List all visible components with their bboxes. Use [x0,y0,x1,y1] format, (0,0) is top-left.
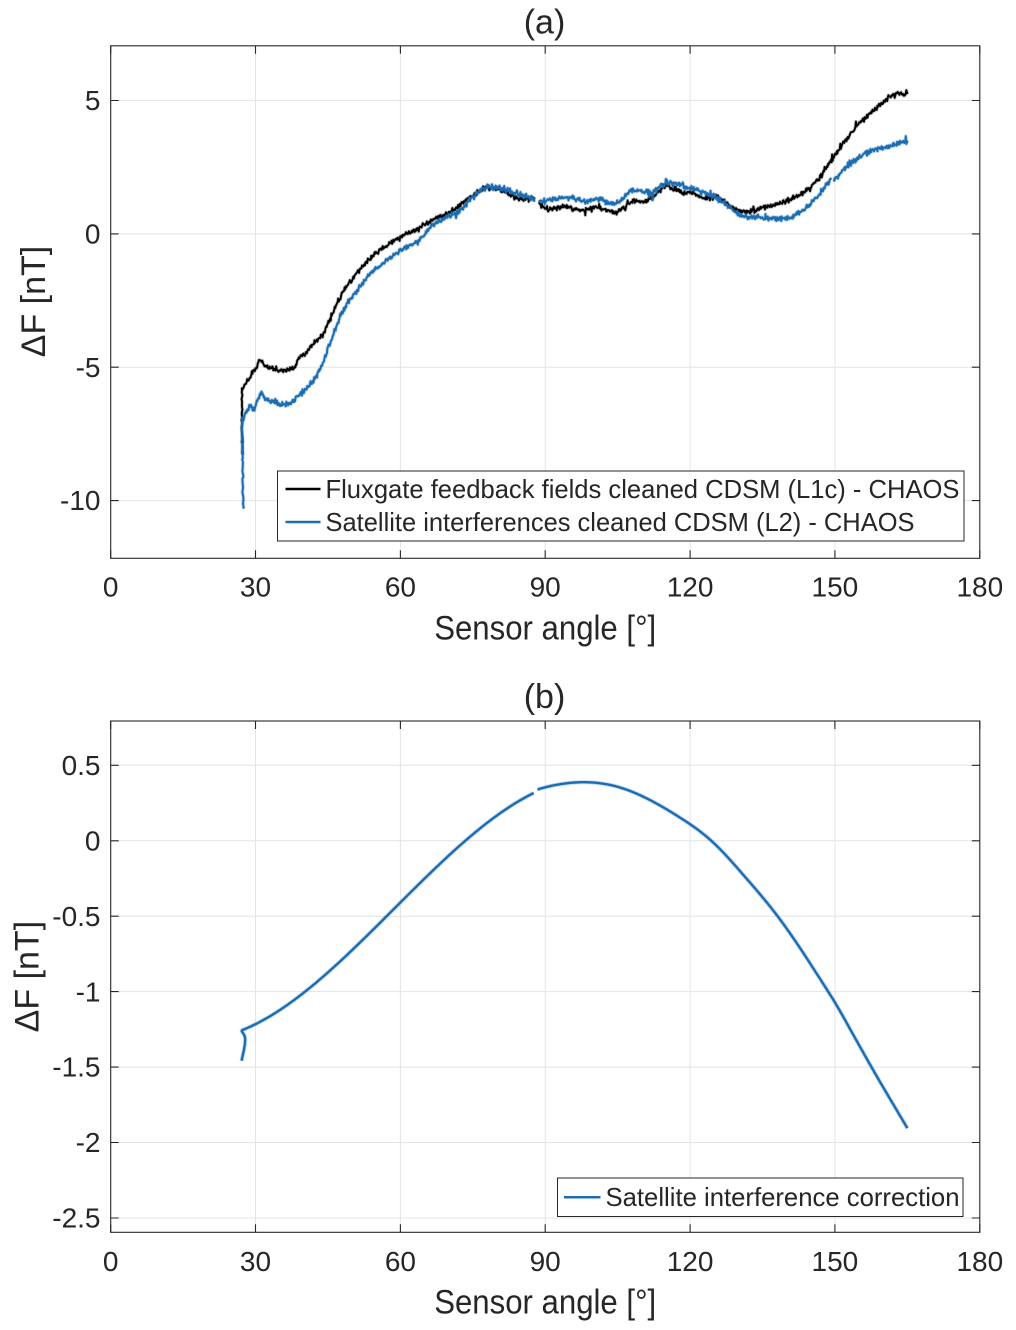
svg-text:-10: -10 [60,485,100,516]
svg-text:Sensor angle [°]: Sensor angle [°] [434,609,656,647]
svg-text:0.5: 0.5 [62,750,101,781]
svg-text:150: 150 [812,1246,859,1277]
svg-text:60: 60 [385,1246,416,1277]
svg-text:30: 30 [240,572,271,603]
svg-text:-1: -1 [76,976,101,1007]
svg-text:60: 60 [385,572,416,603]
svg-text:120: 120 [667,572,714,603]
svg-text:Satellite interference correct: Satellite interference correction [606,1182,960,1212]
svg-text:Fluxgate feedback fields clean: Fluxgate feedback fields cleaned CDSM (L… [326,474,960,504]
svg-text:Satellite interferences cleane: Satellite interferences cleaned CDSM (L2… [326,507,915,537]
svg-text:90: 90 [530,572,561,603]
svg-text:30: 30 [240,1246,271,1277]
svg-text:-2: -2 [76,1127,101,1158]
svg-text:-2.5: -2.5 [52,1203,100,1234]
svg-text:-0.5: -0.5 [52,901,100,932]
svg-text:0: 0 [103,572,119,603]
svg-text:ΔF [nT]: ΔF [nT] [15,246,53,358]
svg-text:150: 150 [812,572,859,603]
svg-text:0: 0 [103,1246,119,1277]
svg-text:(b): (b) [524,678,566,716]
svg-text:120: 120 [667,1246,714,1277]
svg-text:90: 90 [530,1246,561,1277]
svg-text:Sensor angle [°]: Sensor angle [°] [434,1283,656,1321]
svg-text:-5: -5 [76,352,101,383]
svg-text:0: 0 [85,219,101,250]
svg-text:180: 180 [956,1246,1003,1277]
svg-text:5: 5 [85,85,101,116]
svg-text:-1.5: -1.5 [52,1052,100,1083]
svg-text:ΔF [nT]: ΔF [nT] [9,921,47,1033]
svg-text:0: 0 [85,825,101,856]
svg-text:(a): (a) [524,4,566,42]
svg-text:180: 180 [956,572,1003,603]
